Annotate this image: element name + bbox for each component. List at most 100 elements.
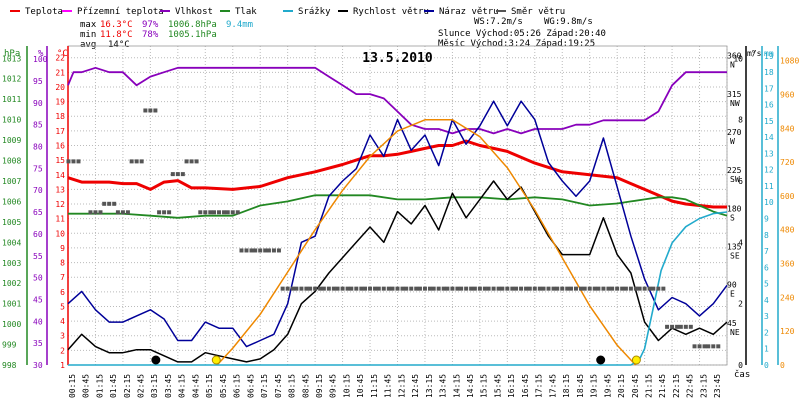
tick-percent: 65 — [33, 208, 43, 217]
wind-direction-mark — [112, 201, 117, 206]
legend-label: Srážky — [298, 7, 331, 17]
wind-wg: WG:9.8m/s — [544, 17, 593, 27]
tick-ms: 0 — [738, 361, 743, 370]
x-tick-label: 06:45 — [246, 374, 255, 398]
sunset-marker — [631, 355, 641, 365]
axis-percent-title: % — [38, 49, 44, 59]
x-tick-label: 15:15 — [480, 374, 489, 398]
wind-direction-mark — [409, 286, 414, 291]
sunrise-marker — [211, 355, 221, 365]
x-tick-label: 19:45 — [603, 374, 612, 398]
tick-mm: 5 — [764, 280, 769, 289]
x-tick-label: 04:45 — [191, 374, 200, 398]
tick-percent: 55 — [33, 252, 43, 261]
wind-direction-mark — [706, 344, 711, 349]
tick-hpa: 1002 — [2, 279, 21, 288]
wind-direction-mark — [560, 286, 565, 291]
wind-direction-mark — [376, 286, 381, 291]
tick-mm: 16 — [764, 101, 774, 110]
wind-direction-mark — [88, 210, 93, 215]
series-temp — [67, 139, 727, 209]
x-tick-label: 03:45 — [164, 374, 173, 398]
wind-direction-mark — [450, 286, 455, 291]
x-tick-label: 10:45 — [356, 374, 365, 398]
x-tick-label: 13:15 — [425, 374, 434, 398]
tick-celsius: 18 — [55, 112, 65, 121]
wind-direction-mark — [125, 210, 130, 215]
wind-direction-mark — [198, 210, 203, 215]
wind-direction-mark — [445, 286, 450, 291]
wind-direction-mark — [381, 286, 386, 291]
tick-celsius: 2 — [60, 346, 65, 355]
wind-direction-mark — [500, 286, 505, 291]
wind-direction-mark — [321, 286, 326, 291]
x-tick-label: 11:15 — [370, 374, 379, 398]
wind-direction-mark — [244, 248, 249, 253]
tick-hpa: 1009 — [2, 136, 21, 145]
x-tick-label: 12:45 — [411, 374, 420, 398]
x-tick-label: 09:15 — [315, 374, 324, 398]
x-tick-label: 10:15 — [342, 374, 351, 398]
wind-direction-mark — [66, 159, 71, 164]
x-tick-label: 16:45 — [521, 374, 530, 398]
wind-direction-mark — [313, 286, 318, 291]
wind-direction-mark — [496, 286, 501, 291]
stat-max-rain: 9.4mm — [226, 20, 253, 30]
x-tick-label: 12:15 — [397, 374, 406, 398]
wind-direction-mark — [340, 286, 345, 291]
wind-direction-mark — [587, 286, 592, 291]
wind-direction-mark — [592, 286, 597, 291]
wind-direction-mark — [472, 286, 477, 291]
tick-celsius: 6 — [60, 288, 65, 297]
wind-direction-mark — [510, 286, 515, 291]
wind-direction-mark — [661, 286, 666, 291]
wind-direction-mark — [331, 286, 336, 291]
x-tick-label: 01:15 — [95, 374, 104, 398]
wind-direction-mark — [578, 286, 583, 291]
tick-mm: 13 — [764, 149, 774, 158]
x-tick-label: 06:15 — [233, 374, 242, 398]
wind-direction-mark — [683, 324, 688, 329]
stat-max-hum: 97% — [142, 20, 159, 30]
wind-direction-mark — [349, 286, 354, 291]
wind-direction-mark — [285, 286, 290, 291]
wind-direction-mark — [427, 286, 432, 291]
tick-compass: NW — [730, 99, 740, 108]
wind-direction-mark — [582, 286, 587, 291]
axis-ms-title: m/s — [747, 49, 762, 58]
moon-new-marker — [596, 355, 606, 365]
x-tick-label: 17:45 — [548, 374, 557, 398]
wind-direction-mark — [203, 210, 208, 215]
x-tick-label: 17:15 — [535, 374, 544, 398]
wind-direction-mark — [271, 248, 276, 253]
tick-percent: 70 — [33, 186, 43, 195]
tick-percent: 30 — [33, 361, 43, 370]
x-tick-label: 21:45 — [658, 374, 667, 398]
tick-percent: 95 — [33, 77, 43, 86]
tick-celsius: 8 — [60, 259, 65, 268]
wind-direction-mark — [170, 172, 175, 177]
wind-direction-mark — [656, 286, 661, 291]
tick-direction: 360 — [727, 52, 742, 61]
wind-direction-mark — [194, 159, 199, 164]
wind-direction-mark — [157, 210, 162, 215]
tick-celsius: 12 — [55, 200, 65, 209]
wind-direction-mark — [702, 344, 707, 349]
tick-direction: 225 — [727, 166, 742, 175]
tick-celsius: 21 — [55, 68, 65, 77]
wind-direction-mark — [139, 159, 144, 164]
wind-direction-mark — [266, 248, 271, 253]
wind-direction-mark — [148, 108, 153, 113]
legend-label: Rychlost větru — [353, 7, 429, 17]
tick-mm: 2 — [764, 328, 769, 337]
wind-direction-mark — [541, 286, 546, 291]
wind-direction-mark — [697, 344, 702, 349]
wind-direction-mark — [239, 248, 244, 253]
x-tick-label: 02:15 — [123, 374, 132, 398]
wind-direction-mark — [469, 286, 474, 291]
tick-watts: 120 — [780, 327, 795, 336]
tick-hpa: 998 — [2, 361, 17, 370]
x-tick-label: 04:15 — [178, 374, 187, 398]
tick-watts: 240 — [780, 293, 795, 302]
